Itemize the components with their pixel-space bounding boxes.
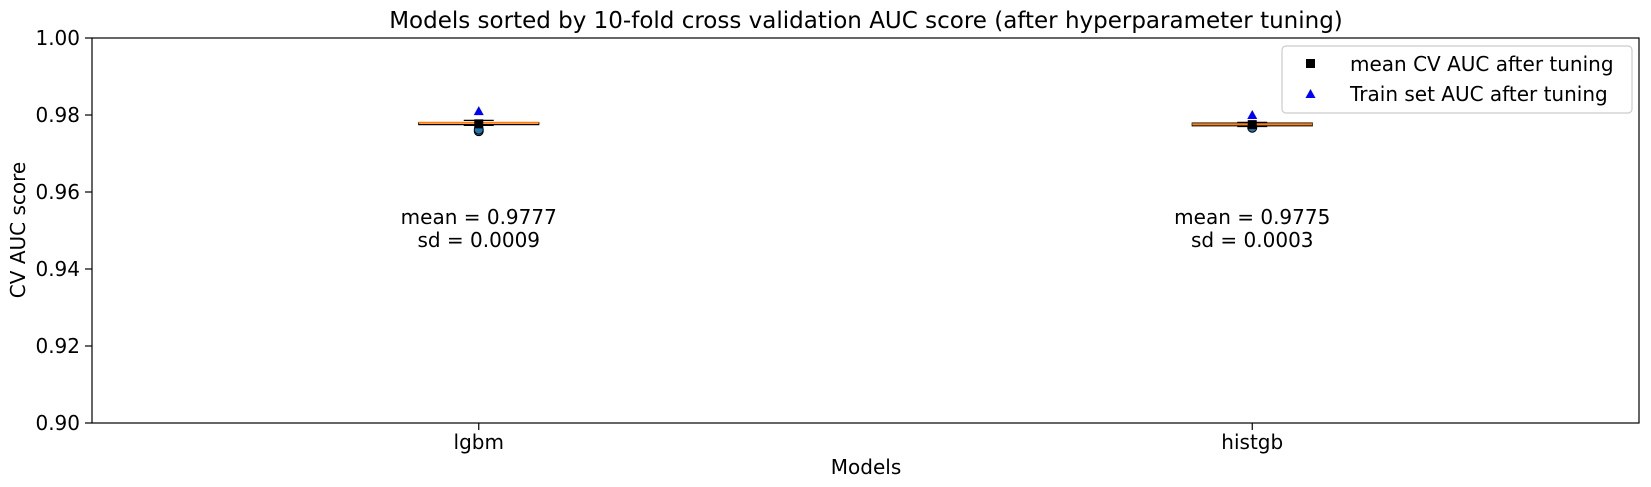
y-tick-label: 1.00: [35, 26, 80, 50]
annotation-sd: sd = 0.0009: [417, 228, 540, 252]
legend-mean-label: mean CV AUC after tuning: [1350, 52, 1614, 76]
x-axis: lgbm histgb: [454, 423, 1283, 454]
y-tick-label: 0.98: [35, 103, 80, 127]
legend: mean CV AUC after tuning Train set AUC a…: [1281, 45, 1633, 114]
legend-train-marker: [1305, 89, 1316, 98]
plot-area: [91, 37, 1640, 424]
mean-cv-marker: [1247, 120, 1257, 130]
x-axis-label: Models: [831, 455, 901, 479]
annotation-mean: mean = 0.9777: [401, 205, 557, 229]
train-auc-marker: [473, 106, 484, 116]
y-axis-label: CV AUC score: [6, 162, 30, 298]
mean-cv-marker: [474, 119, 484, 129]
legend-mean-marker: [1306, 59, 1315, 68]
y-tick-label: 0.96: [35, 180, 80, 204]
train-auc-marker: [1247, 110, 1258, 119]
legend-frame: [1281, 45, 1633, 114]
y-tick-label: 0.90: [35, 411, 80, 435]
annotation-sd: sd = 0.0003: [1191, 228, 1314, 252]
y-tick-label: 0.92: [35, 334, 80, 358]
chart-title: Models sorted by 10-fold cross validatio…: [389, 8, 1343, 34]
x-tick-label: histgb: [1221, 430, 1283, 454]
x-tick-label: lgbm: [454, 430, 504, 454]
y-axis: 0.90 0.92 0.94 0.96 0.98 1.00: [35, 26, 92, 435]
y-tick-label: 0.94: [35, 257, 80, 281]
legend-train-label: Train set AUC after tuning: [1349, 82, 1608, 106]
annotation-mean: mean = 0.9775: [1174, 205, 1330, 229]
